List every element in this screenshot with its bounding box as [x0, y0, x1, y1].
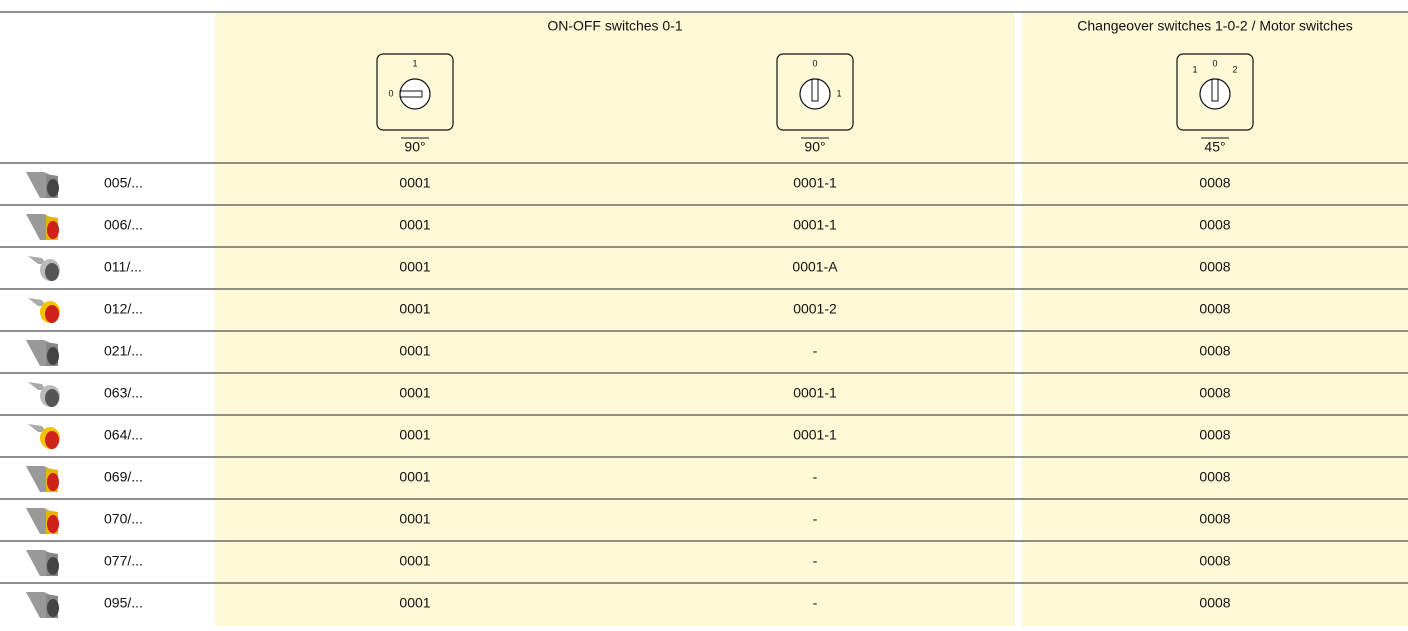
dial-label: 2: [1232, 64, 1237, 74]
icon-knob: [47, 473, 59, 491]
icon-base: [28, 256, 46, 264]
cell: -: [813, 469, 818, 485]
row-code: 011/...: [104, 259, 142, 275]
cell: 0001-A: [792, 259, 838, 275]
row-code: 077/...: [104, 553, 143, 569]
row-code: 070/...: [104, 511, 143, 527]
dial-label: 0: [388, 88, 393, 98]
cell: 0001: [399, 427, 430, 443]
angle-label: 90°: [804, 139, 825, 155]
diagram-frame: [776, 53, 854, 131]
cell: 0001: [399, 469, 430, 485]
icon-base: [28, 382, 46, 390]
cell: 0001: [399, 553, 430, 569]
group-header: Changeover switches 1-0-2 / Motor switch…: [1077, 18, 1352, 34]
icon-knob: [45, 305, 59, 323]
switch-icon: [28, 382, 60, 407]
dial-handle: [399, 90, 423, 98]
row-code: 012/...: [104, 301, 143, 317]
switch-icon: [26, 214, 59, 240]
cell: 0008: [1199, 469, 1230, 485]
col-bg: [1022, 12, 1408, 626]
cell: 0001: [399, 595, 430, 611]
dial-handle: [811, 78, 819, 102]
row-code: 064/...: [104, 427, 143, 443]
row-code: 069/...: [104, 469, 143, 485]
cell: 0001: [399, 217, 430, 233]
row-code: 005/...: [104, 175, 143, 191]
switch-icon: [26, 550, 59, 576]
cell: 0001: [399, 301, 430, 317]
icon-knob: [47, 557, 59, 575]
row-code: 063/...: [104, 385, 143, 401]
icon-knob: [45, 431, 59, 449]
col-bg: [215, 12, 1015, 626]
cell: 0001-1: [793, 427, 837, 443]
switch-icon: [26, 340, 59, 366]
icon-knob: [47, 179, 59, 197]
dial-label: 1: [1192, 64, 1197, 74]
dial-label: 0: [812, 58, 817, 68]
cell: 0001-2: [793, 301, 837, 317]
switch-icon: [28, 298, 60, 323]
icon-knob: [47, 221, 59, 239]
cell: 0008: [1199, 427, 1230, 443]
cell: -: [813, 595, 818, 611]
cell: 0008: [1199, 553, 1230, 569]
row-code: 095/...: [104, 595, 143, 611]
cell: 0008: [1199, 175, 1230, 191]
row-code: 021/...: [104, 343, 143, 359]
cell: 0001-1: [793, 385, 837, 401]
switch-icon: [26, 592, 59, 618]
cell: 0001: [399, 175, 430, 191]
cell: -: [813, 343, 818, 359]
cell: 0001-1: [793, 217, 837, 233]
angle-label: 45°: [1204, 139, 1225, 155]
icon-knob: [47, 515, 59, 533]
col-gap: [1015, 13, 1022, 162]
cell: -: [813, 511, 818, 527]
cell: 0008: [1199, 301, 1230, 317]
dial-handle: [1211, 78, 1219, 102]
switch-icon: [28, 424, 60, 449]
switch-icon: [26, 508, 59, 534]
diagram-frame: [376, 53, 454, 131]
cell: 0008: [1199, 343, 1230, 359]
cell: 0001-1: [793, 175, 837, 191]
cell: 0008: [1199, 217, 1230, 233]
cell: 0008: [1199, 511, 1230, 527]
dial-label: 1: [412, 58, 417, 68]
icon-knob: [47, 599, 59, 617]
icon-knob: [47, 347, 59, 365]
row-code: 006/...: [104, 217, 143, 233]
icon-knob: [45, 389, 59, 407]
icon-base: [28, 424, 46, 432]
dial: [1199, 78, 1231, 110]
cell: 0008: [1199, 259, 1230, 275]
icon-knob: [45, 263, 59, 281]
cell: 0008: [1199, 595, 1230, 611]
cell: 0001: [399, 511, 430, 527]
dial-label: 0: [1212, 58, 1217, 68]
icon-base: [28, 298, 46, 306]
dial: [399, 78, 431, 110]
cell: 0001: [399, 259, 430, 275]
switch-icon: [26, 466, 59, 492]
switch-icon: [26, 172, 59, 198]
dial: [799, 78, 831, 110]
diagram-frame: [1176, 53, 1254, 131]
cell: -: [813, 553, 818, 569]
cell: 0001: [399, 343, 430, 359]
cell: 0008: [1199, 385, 1230, 401]
switch-icon: [28, 256, 60, 281]
cell: 0001: [399, 385, 430, 401]
dial-label: 1: [836, 88, 841, 98]
group-header: ON-OFF switches 0-1: [547, 18, 683, 34]
angle-label: 90°: [404, 139, 425, 155]
